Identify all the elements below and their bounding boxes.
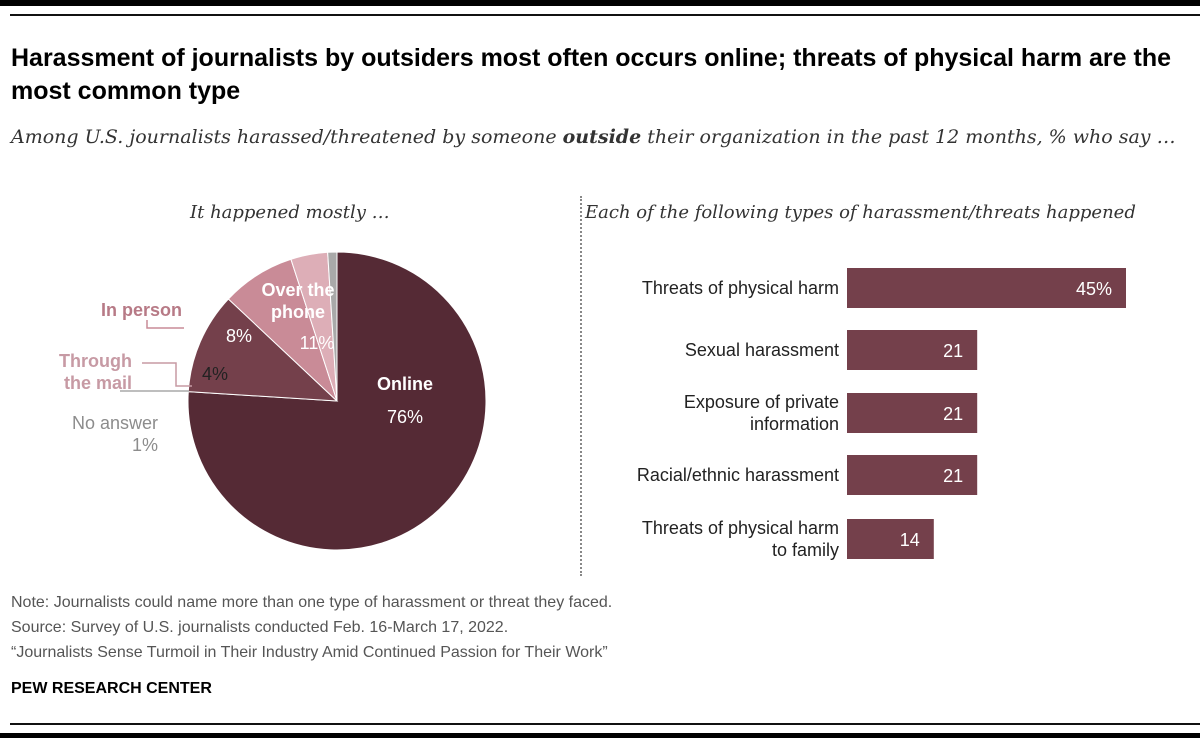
bar-sexual-harassment (847, 330, 978, 370)
bar-value-threats-to-family: 14 (900, 530, 920, 550)
bar-exposure-private-info (847, 393, 978, 433)
leader-through-mail (142, 362, 192, 387)
footer-report-title: “Journalists Sense Turmoil in Their Indu… (11, 644, 608, 661)
pie-value-no-answer: 1% (132, 435, 158, 455)
pie-label-in-person: In person (101, 300, 182, 320)
top-rule (10, 14, 1200, 16)
pie-label-online: Online (377, 374, 433, 394)
bar-threats-physical-harm (847, 268, 1126, 308)
footer-note: Note: Journalists could name more than o… (11, 594, 613, 611)
bar-category-sexual-harassment: Sexual harassment (685, 340, 839, 360)
footer-source: Source: Survey of U.S. journalists condu… (11, 619, 509, 636)
pie-value-online: 76% (387, 407, 423, 427)
pie-label-mail: Through the mail (59, 351, 132, 393)
pie-panel-heading: It happened mostly … (190, 202, 390, 223)
subtitle-text-end: their organization in the past 12 months… (641, 126, 1176, 148)
pie-slice-no-answer (327, 251, 338, 402)
bar-category-threats-physical-harm: Threats of physical harm (642, 278, 839, 298)
pie-slice-phone (187, 298, 339, 402)
leader-in-person (146, 320, 184, 329)
bar-threats-to-family (847, 519, 934, 559)
bar-value-racial-ethnic-harassment: 21 (943, 466, 963, 486)
bar-value-sexual-harassment: 21 (943, 341, 963, 361)
bottom-rule (10, 723, 1200, 725)
pie-value-mail: 4% (202, 364, 228, 384)
pie-slice-online (187, 251, 487, 551)
pie-label-phone: Over the phone (261, 280, 334, 322)
bar-chart: Threats of physical harm 45% Sexual harass… (637, 268, 1126, 560)
panel-divider (580, 196, 582, 576)
bar-value-threats-physical-harm: 45% (1076, 279, 1112, 299)
chart-subtitle: Among U.S. journalists harassed/threaten… (11, 124, 1196, 151)
bar-panel-heading: Each of the following types of harassmen… (585, 202, 1136, 223)
chart-title: Harassment of journalists by outsiders m… (11, 44, 1171, 105)
pie-chart: Online 76% Over the phone 11% In person 8% Thro… (59, 251, 487, 551)
subtitle-emphasis: outside (562, 126, 642, 148)
bar-category-threats-to-family: Threats of physical harm to family (642, 518, 839, 560)
brand-name: PEW RESEARCH CENTER (11, 680, 212, 697)
subtitle-text-start: Among U.S. journalists harassed/threaten… (11, 126, 563, 148)
pie-value-in-person: 8% (226, 326, 252, 346)
bar-category-racial-ethnic-harassment: Racial/ethnic harassment (637, 465, 839, 485)
bar-category-exposure-private-info: Exposure of private information (684, 392, 839, 434)
bar-racial-ethnic-harassment (847, 455, 978, 495)
pie-label-no-answer: No answer (72, 413, 158, 433)
pie-value-phone: 11% (300, 333, 335, 353)
chart-canvas: Harassment of journalists by outsiders m… (0, 6, 1200, 733)
bar-value-exposure-private-info: 21 (943, 404, 963, 424)
